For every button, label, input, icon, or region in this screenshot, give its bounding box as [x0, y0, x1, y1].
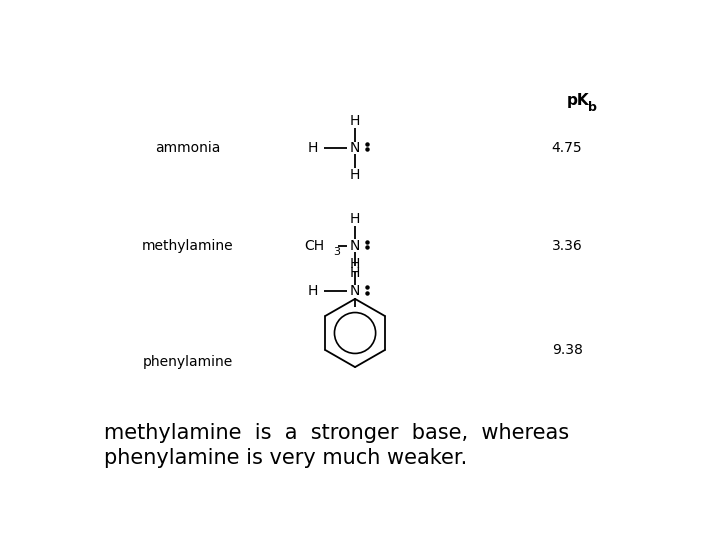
Text: ammonia: ammonia	[155, 141, 220, 155]
Text: 9.38: 9.38	[552, 342, 582, 356]
Text: CH: CH	[305, 239, 324, 253]
Text: b: b	[588, 101, 597, 114]
Text: phenylamine is very much weaker.: phenylamine is very much weaker.	[104, 448, 467, 468]
Text: methylamine: methylamine	[142, 239, 233, 253]
Text: N: N	[350, 239, 360, 253]
Text: H: H	[308, 141, 318, 155]
Text: 3: 3	[333, 247, 340, 257]
Text: H: H	[350, 168, 360, 182]
Text: 4.75: 4.75	[552, 141, 582, 155]
Text: H: H	[350, 258, 360, 272]
Text: H: H	[350, 212, 360, 226]
Text: H: H	[308, 285, 318, 299]
Text: N: N	[350, 141, 360, 155]
Text: 3.36: 3.36	[552, 239, 582, 253]
Text: H: H	[350, 114, 360, 128]
Text: methylamine  is  a  stronger  base,  whereas: methylamine is a stronger base, whereas	[104, 423, 569, 443]
Text: N: N	[350, 285, 360, 299]
Text: H: H	[350, 266, 360, 280]
Text: phenylamine: phenylamine	[143, 355, 233, 369]
Text: pK: pK	[567, 93, 590, 107]
